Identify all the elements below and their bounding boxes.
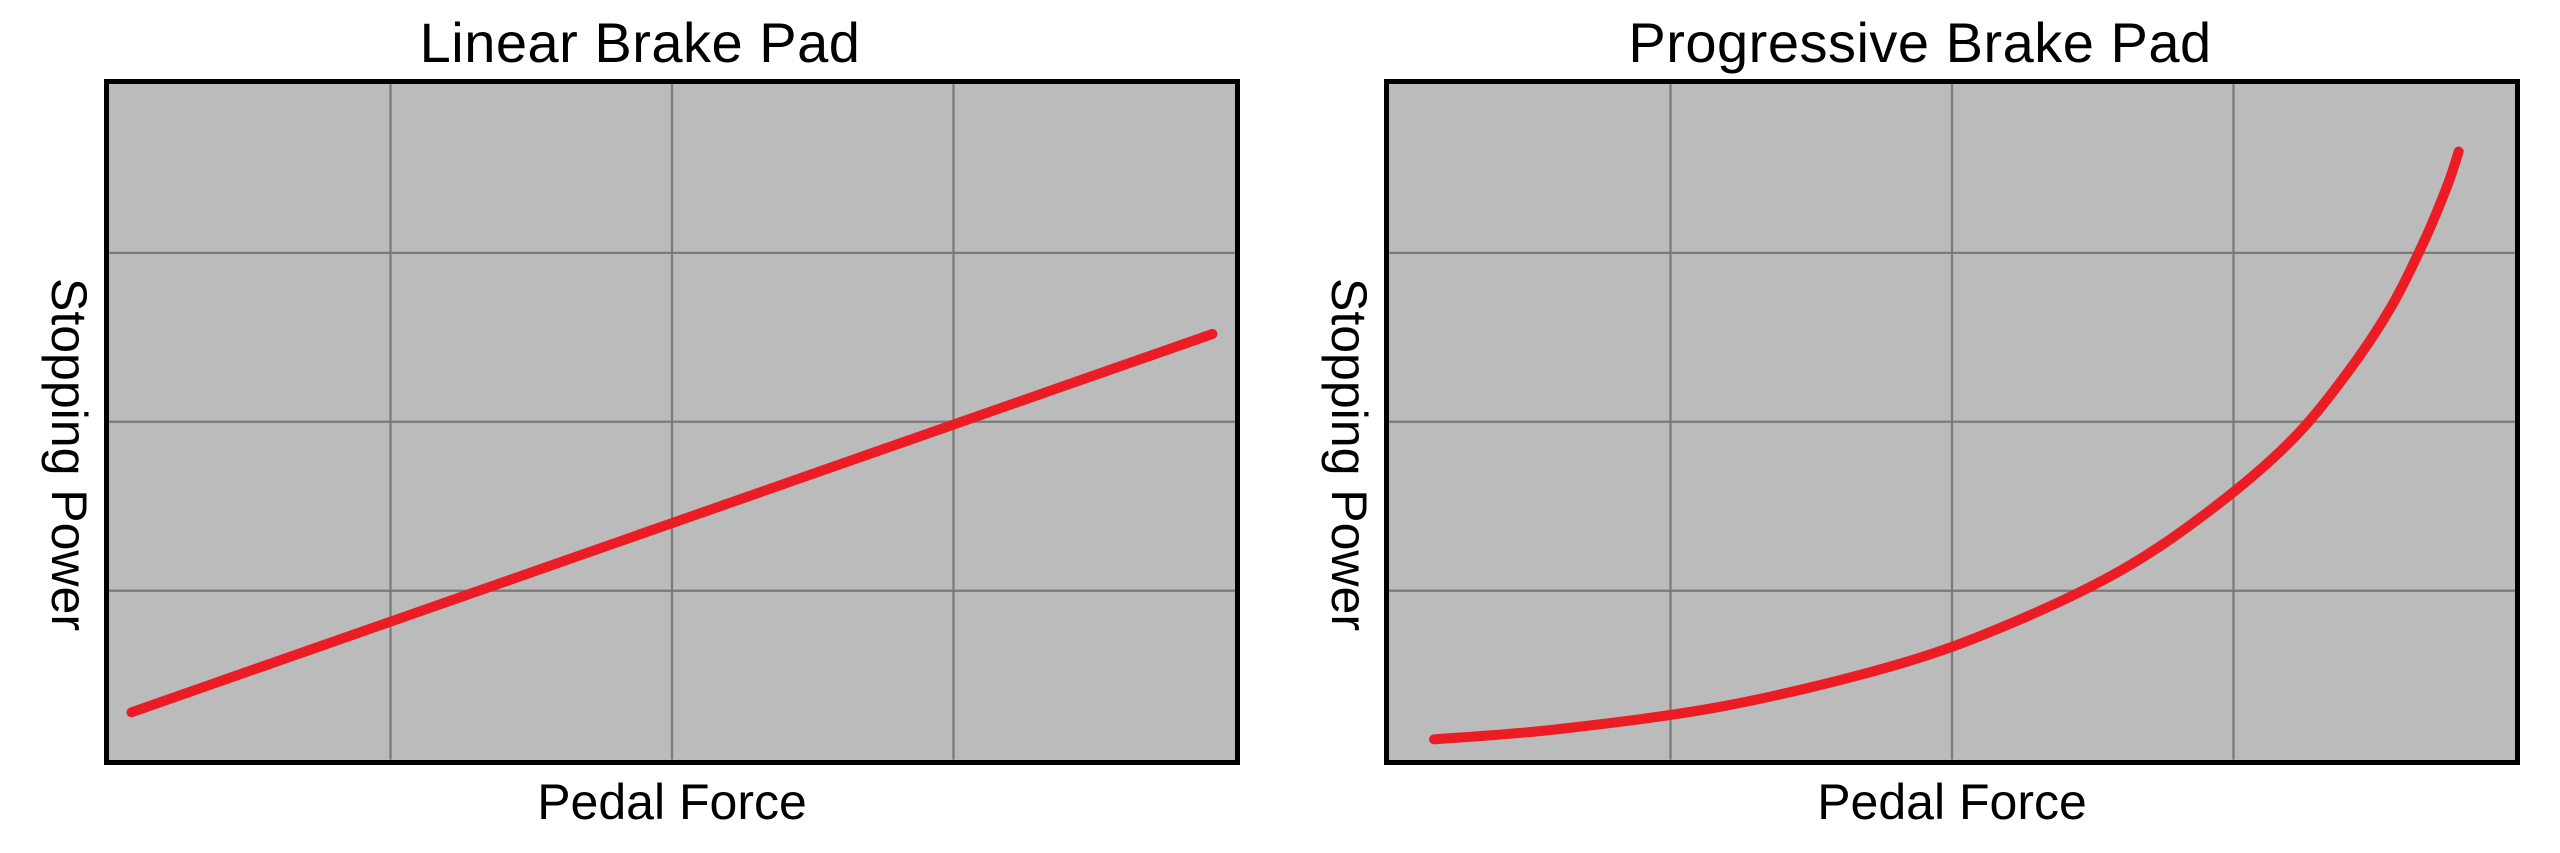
plot-area xyxy=(104,79,1240,765)
chart-body: Stopping Power Pedal Force xyxy=(40,79,1240,831)
y-axis-label: Stopping Power xyxy=(1320,79,1384,831)
chart-body: Stopping Power Pedal Force xyxy=(1320,79,2520,831)
plot-wrap: Pedal Force xyxy=(1384,79,2520,831)
plot-area xyxy=(1384,79,2520,765)
x-axis-label: Pedal Force xyxy=(1384,765,2520,831)
chart-panel-row: Linear Brake Pad Stopping Power Pedal Fo… xyxy=(0,0,2560,853)
chart-title: Progressive Brake Pad xyxy=(1628,10,2211,75)
chart-panel-progressive: Progressive Brake Pad Stopping Power Ped… xyxy=(1320,10,2520,823)
chart-title: Linear Brake Pad xyxy=(420,10,861,75)
plot-wrap: Pedal Force xyxy=(104,79,1240,831)
y-axis-label: Stopping Power xyxy=(40,79,104,831)
chart-panel-linear: Linear Brake Pad Stopping Power Pedal Fo… xyxy=(40,10,1240,823)
x-axis-label: Pedal Force xyxy=(104,765,1240,831)
